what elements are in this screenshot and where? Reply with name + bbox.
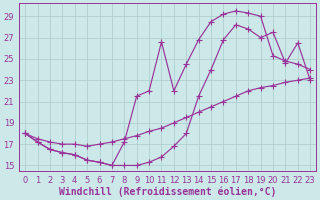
X-axis label: Windchill (Refroidissement éolien,°C): Windchill (Refroidissement éolien,°C) (59, 186, 276, 197)
